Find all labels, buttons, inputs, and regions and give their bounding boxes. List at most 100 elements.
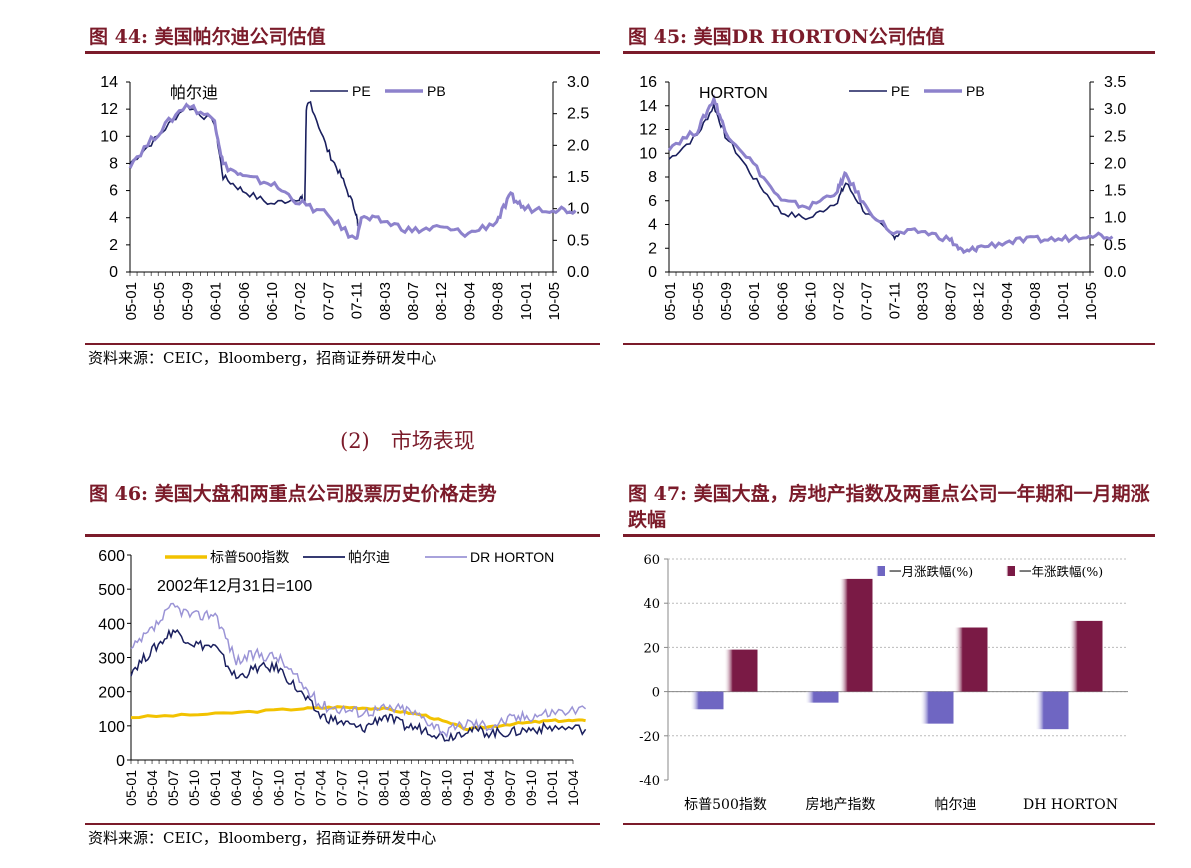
fig46-x-tick-label: 06-10 <box>270 770 286 806</box>
fig47-y-tick-label: -40 <box>639 774 660 789</box>
fig44-x-tick-label: 08-03 <box>377 282 394 320</box>
fig44-source: 资料来源：CEIC，Bloomberg，招商证券研发中心 <box>88 349 437 367</box>
fig45-x-tick-label: 06-10 <box>802 282 819 320</box>
fig46-annotation: 2002年12月31日=100 <box>157 577 312 595</box>
fig47-bar-1-0 <box>724 649 758 692</box>
fig46-legend-label-0: 标普500指数 <box>210 549 289 565</box>
fig44-x-tick-label: 08-07 <box>405 282 422 320</box>
fig46-x-tick-label: 05-07 <box>165 770 181 806</box>
fig45-y-right-tick-label: 0.5 <box>1104 237 1126 254</box>
fig46-series-2 <box>130 602 587 739</box>
fig44-y-left-tick-label: 14 <box>100 74 118 91</box>
fig45-series-pb <box>667 93 1114 255</box>
fig44-x-tick-label: 06-10 <box>264 282 281 320</box>
fig45-x-tick-label: 05-01 <box>662 282 679 320</box>
fig44-x-tick-label: 10-01 <box>518 282 535 320</box>
fig46-x-tick-label: 09-07 <box>502 770 518 806</box>
fig47-legend-label-0: 一月涨跌幅(%) <box>889 564 973 579</box>
fig45-y-left-tick-label: 16 <box>639 74 657 91</box>
fig44-x-tick-label: 09-08 <box>490 282 507 320</box>
fig46-x-tick-label: 09-04 <box>481 770 497 806</box>
fig44-x-tick-label: 07-07 <box>320 282 337 320</box>
fig47-y-tick-label: -20 <box>639 730 660 745</box>
fig47-legend-label-1: 一年涨跌幅(%) <box>1019 564 1103 579</box>
fig45-title-rule <box>623 51 1155 54</box>
fig46-legend-label-2: DR HORTON <box>470 549 554 565</box>
fig46-x-tick-label: 05-10 <box>186 770 202 806</box>
fig47-y-tick-label: 0 <box>652 686 660 701</box>
fig47-y-tick-label: 60 <box>643 553 660 568</box>
fig47-bar-1-2 <box>954 627 988 692</box>
fig47-category-label: DH HORTON <box>1023 797 1118 813</box>
fig44-x-tick-label: 05-05 <box>151 282 168 320</box>
fig44-y-left-tick-label: 0 <box>109 264 118 281</box>
fig44-y-left-tick-label: 8 <box>109 155 118 172</box>
fig46-series-1 <box>130 628 587 742</box>
fig45-y-right-tick-label: 3.5 <box>1104 74 1126 91</box>
fig44-y-left-tick-label: 2 <box>109 237 118 254</box>
fig47-bar-0-1 <box>805 691 839 703</box>
fig44-x-tick-label: 07-11 <box>349 282 366 319</box>
fig45-x-tick-label: 05-05 <box>690 282 707 320</box>
fig44-x-tick-label: 06-06 <box>236 282 253 320</box>
fig45-y-left-tick-label: 12 <box>639 122 657 139</box>
fig44-y-right-tick-label: 1.0 <box>567 201 589 218</box>
fig44-y-left-tick-label: 4 <box>109 210 118 227</box>
fig45-x-tick-label: 06-01 <box>746 282 763 320</box>
fig44-y-left-tick-label: 12 <box>100 101 118 118</box>
fig45-series-pe <box>668 101 903 241</box>
fig44-y-right-tick-label: 3.0 <box>567 74 589 91</box>
fig46-y-tick-label: 300 <box>98 651 125 668</box>
fig44-x-tick-label: 05-01 <box>123 282 140 320</box>
fig47-bar-1-1 <box>839 578 873 692</box>
fig46-y-tick-label: 100 <box>98 719 125 736</box>
fig46-x-tick-label: 08-07 <box>418 770 434 806</box>
fig46-x-tick-label: 09-10 <box>523 770 539 806</box>
fig46-x-tick-label: 10-01 <box>544 770 560 806</box>
fig46-x-tick-label: 07-01 <box>291 770 307 806</box>
fig46-y-tick-label: 0 <box>116 753 125 770</box>
fig44-y-right-tick-label: 2.5 <box>567 106 589 123</box>
fig46-title: 图 46: 美国大盘和两重点公司股票历史价格走势 <box>89 483 497 505</box>
fig46-x-tick-label: 05-04 <box>144 770 160 806</box>
fig44-title: 图 44: 美国帕尔迪公司估值 <box>89 26 326 48</box>
fig46-chart: 0 100 200 300 400 500 600 05-01 05-04 05-07 05-10 0… <box>98 548 587 806</box>
fig44-x-tick-label: 07-02 <box>292 282 309 320</box>
fig45-y-right-tick-label: 1.5 <box>1104 183 1126 200</box>
fig44-x-tick-label: 08-12 <box>433 282 450 320</box>
fig47-title: 图 47: 美国大盘，房地产指数及两重点公司一年期和一月期涨跌幅 <box>628 483 1150 531</box>
fig47-legend-swatch-1 <box>1006 566 1015 576</box>
fig46-legend-label-1: 帕尔迪 <box>348 549 390 565</box>
fig45-y-left-tick-label: 0 <box>648 264 657 281</box>
fig44-y-left-tick-label: 10 <box>100 128 118 145</box>
fig44-legend-label-pb: PB <box>427 83 446 99</box>
fig44-legend-label-pe: PE <box>352 83 371 99</box>
fig45-x-tick-label: 07-11 <box>887 282 904 319</box>
fig46-y-tick-label: 400 <box>98 616 125 633</box>
fig46-x-tick-label: 08-04 <box>397 770 413 806</box>
fig45-y-left-tick-label: 14 <box>639 98 657 115</box>
fig45-x-tick-label: 09-08 <box>1027 282 1044 320</box>
fig45-y-left-tick-label: 8 <box>648 169 657 186</box>
fig45-chart: 0 2 4 6 8 10 12 14 16 0.0 0.5 1.0 1.5 2.0 2.5 3.0 3.5 05-… <box>639 74 1126 320</box>
fig47-legend-swatch-0 <box>876 566 885 576</box>
fig47-bar-0-2 <box>920 691 954 724</box>
fig45-title: 图 45: 美国DR HORTON公司估值 <box>628 26 945 48</box>
fig45-y-left-tick-label: 6 <box>648 193 657 210</box>
fig46-x-tick-label: 07-04 <box>312 770 328 806</box>
fig45-x-tick-label: 05-09 <box>718 282 735 320</box>
fig44-bottom-rule <box>85 343 600 345</box>
fig44-y-right-tick-label: 0.5 <box>567 232 589 249</box>
fig44-y-right-tick-label: 1.5 <box>567 169 589 186</box>
fig45-x-tick-label: 09-04 <box>999 282 1016 320</box>
fig47-y-tick-label: 40 <box>643 597 660 612</box>
fig44-x-tick-label: 10-05 <box>546 282 563 320</box>
fig45-x-tick-label: 10-05 <box>1083 282 1100 320</box>
fig46-x-tick-label: 05-01 <box>123 770 139 806</box>
fig46-x-tick-label: 06-01 <box>207 770 223 806</box>
fig46-source: 资料来源：CEIC，Bloomberg，招商证券研发中心 <box>88 829 437 847</box>
fig46-y-tick-label: 200 <box>98 685 125 702</box>
fig47-bar-1-3 <box>1069 620 1103 692</box>
fig44-series-pb <box>128 102 577 240</box>
fig46-title-rule <box>85 534 600 537</box>
